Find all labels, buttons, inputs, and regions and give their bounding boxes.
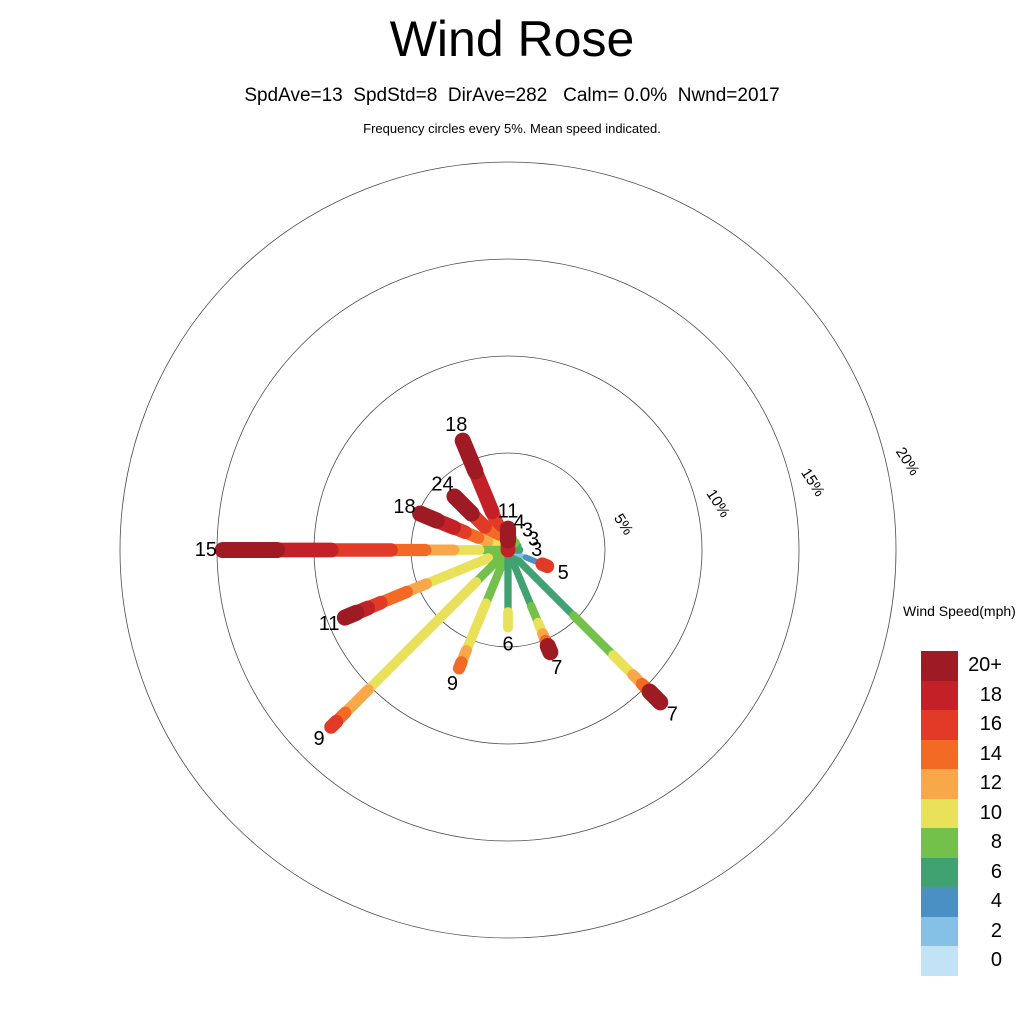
legend-title: Wind Speed(mph) <box>903 603 1016 619</box>
legend-swatch-14 <box>921 739 958 769</box>
legend-row-10: 10 <box>921 798 1004 828</box>
spoke-SSW-segment-14mph <box>452 656 468 675</box>
spoke-mean-speed-label-SE: 7 <box>667 703 678 725</box>
legend-row-18: 18 <box>921 680 1004 710</box>
spoke-mean-speed-label-ENE: 3 <box>528 528 539 550</box>
legend-row-4: 4 <box>921 887 1004 917</box>
legend-swatch-6 <box>921 857 958 887</box>
spoke-WSW-segment-20mph <box>336 604 365 626</box>
spoke-SSE-segment-6mph <box>504 546 535 610</box>
spoke-ESE-segment-16mph <box>535 557 555 574</box>
legend-row-12: 12 <box>921 769 1004 799</box>
spoke-SW-segment-10mph <box>363 576 482 695</box>
spoke-SSE-segment-20mph <box>539 637 559 661</box>
legend-label-18: 18 <box>979 683 1002 706</box>
legend-label-8: 8 <box>990 831 1002 853</box>
spoke-NNW-segment-20mph <box>454 432 484 480</box>
legend-row-16: 16 <box>921 710 1004 740</box>
legend-row-14: 14 <box>921 739 1004 769</box>
frequency-circle-label-15pct: 15% <box>797 465 828 499</box>
spoke-mean-speed-label-NNE: 4 <box>514 512 525 534</box>
spoke-mean-speed-label-SW: 9 <box>313 728 324 750</box>
legend-row-6: 6 <box>921 857 1004 887</box>
spoke-mean-speed-label-NNW: 18 <box>445 414 467 436</box>
legend-row-8: 8 <box>921 828 1004 858</box>
legend-swatch-0 <box>921 946 958 976</box>
wind-speed-legend: 20+ 18 16 14 12 10 8 6 4 2 0 <box>921 651 1004 976</box>
chart-title: Wind Rose <box>389 11 635 67</box>
spoke-mean-speed-label-NW: 24 <box>431 473 453 495</box>
spoke-SW-segment-16mph <box>324 714 344 734</box>
frequency-circle-label-5pct: 5% <box>610 511 636 538</box>
legend-label-12: 12 <box>979 772 1002 794</box>
chart-subtitle: Frequency circles every 5%. Mean speed i… <box>363 121 661 136</box>
spoke-WNW-segment-20mph <box>412 505 445 529</box>
spoke-mean-speed-label-WNW: 18 <box>393 496 415 518</box>
legend-label-14: 14 <box>979 742 1002 765</box>
spoke-SSW-segment-8mph <box>481 545 513 608</box>
legend-swatch-12 <box>921 769 958 799</box>
spoke-mean-speed-label-E: 3 <box>531 539 542 561</box>
spoke-WSW-segment-10mph <box>421 553 494 589</box>
spoke-SE-segment-8mph <box>569 611 618 660</box>
spoke-SE-segment-20mph <box>641 683 669 711</box>
spoke-mean-speed-label-N: 11 <box>498 501 519 523</box>
legend-label-6: 6 <box>990 860 1002 883</box>
legend-label-0: 0 <box>990 949 1002 971</box>
legend-label-4: 4 <box>990 890 1002 912</box>
legend-label-16: 16 <box>979 713 1002 735</box>
legend-row-2: 2 <box>921 916 1004 946</box>
frequency-circle-label-10pct: 10% <box>703 486 734 520</box>
frequency-circle-20pct <box>119 161 897 939</box>
chart-stats-line: SpdAve=13 SpdStd=8 DirAve=282 Calm= 0.0%… <box>244 85 780 106</box>
spoke-mean-speed-label-SSE: 7 <box>551 657 562 679</box>
spoke-NW-segment-20mph <box>446 488 480 522</box>
legend-swatch-20plus <box>921 651 958 681</box>
spoke-mean-speed-label-WSW: 11 <box>319 613 340 635</box>
legend-label-20plus: 20+ <box>968 654 1002 676</box>
legend-swatch-10 <box>921 798 958 828</box>
frequency-circle-label-20pct: 20% <box>892 444 923 478</box>
legend-label-10: 10 <box>979 801 1002 824</box>
legend-swatch-16 <box>921 710 958 740</box>
legend-row-20plus: 20+ <box>921 651 1004 681</box>
spoke-mean-speed-label-W: 15 <box>195 539 217 561</box>
spoke-mean-speed-label-S: 6 <box>502 634 513 656</box>
spoke-mean-speed-label-NE: 3 <box>522 519 533 541</box>
legend-label-2: 2 <box>990 919 1002 942</box>
legend-swatch-4 <box>921 887 958 917</box>
spoke-mean-speed-label-SSW: 9 <box>447 673 458 695</box>
legend-swatch-8 <box>921 828 958 858</box>
spoke-SE-segment-6mph <box>504 546 578 620</box>
legend-row-0: 0 <box>921 946 1004 976</box>
legend-swatch-18 <box>921 680 958 710</box>
spoke-mean-speed-label-ESE: 5 <box>558 562 569 584</box>
legend-swatch-2 <box>921 916 958 946</box>
spoke-SSW-segment-10mph <box>461 598 491 656</box>
